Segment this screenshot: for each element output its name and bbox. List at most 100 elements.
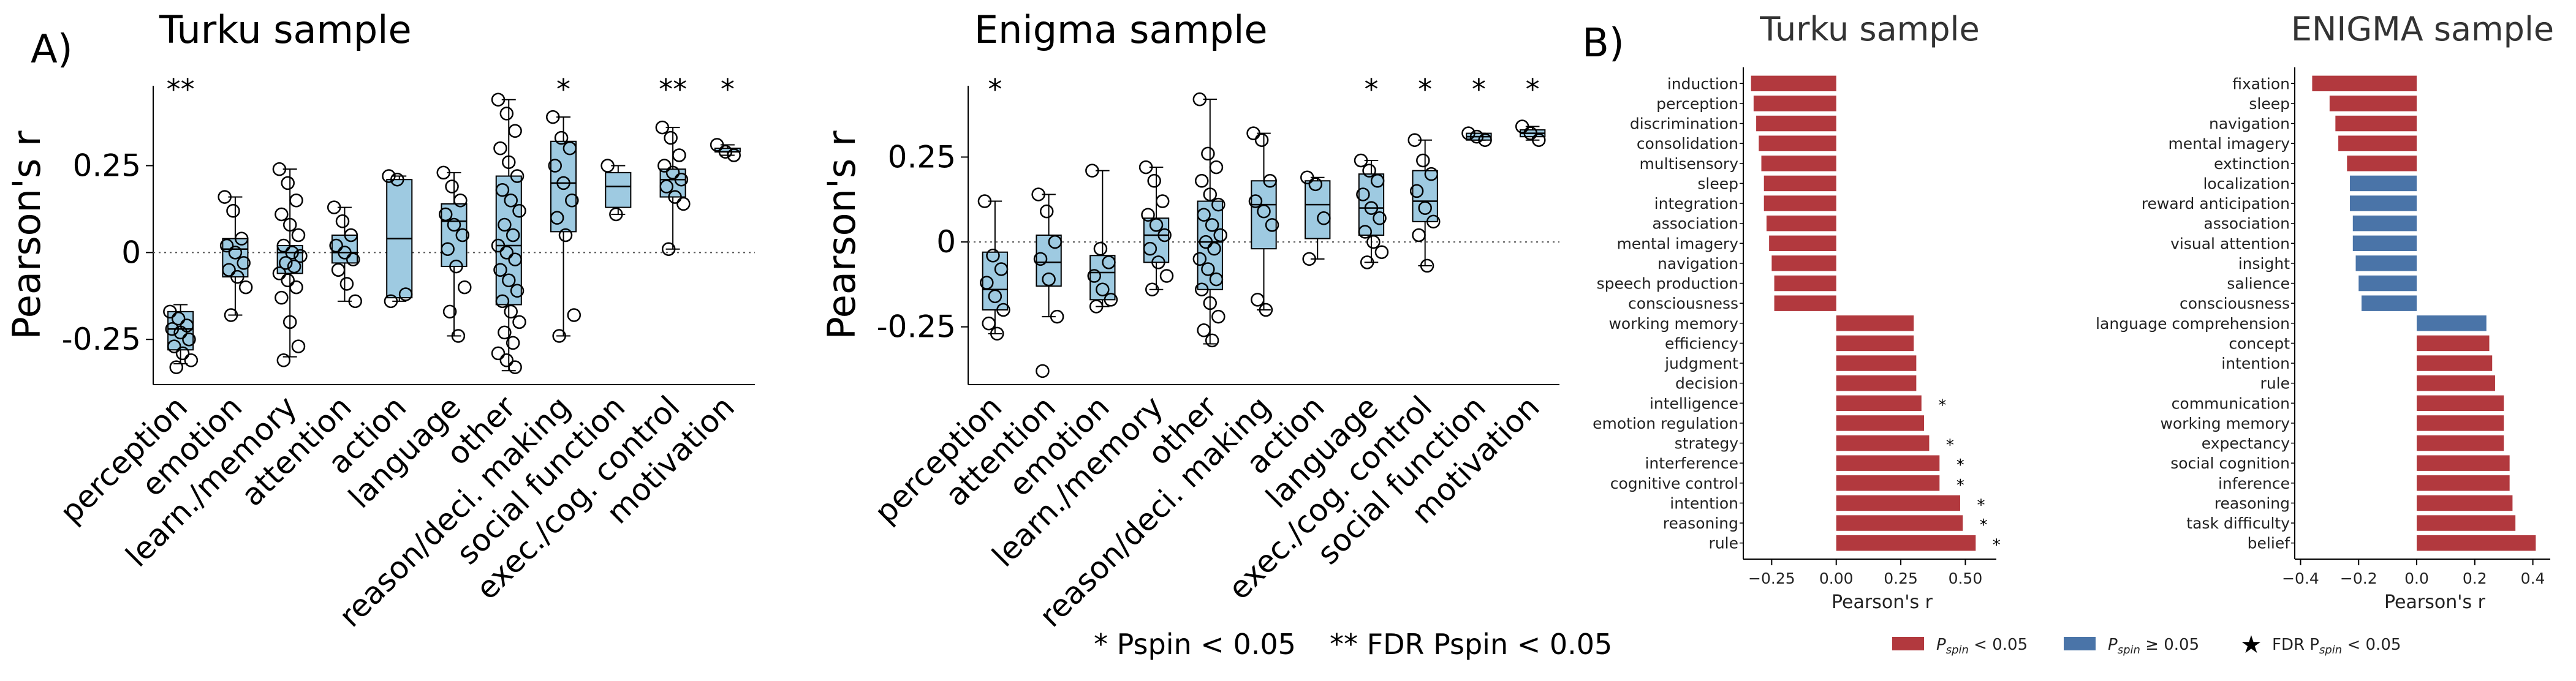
y-tick-label: working memory (2160, 415, 2290, 432)
y-tick-label: association (1652, 215, 1738, 233)
data-point (184, 353, 199, 367)
y-tick-label: perception (1656, 95, 1738, 113)
data-point (493, 141, 507, 156)
data-point (224, 308, 238, 322)
y-tick-label: 0.25 (888, 139, 956, 175)
data-point (1263, 174, 1277, 188)
y-tick-label: insight (2238, 255, 2290, 273)
data-point (275, 290, 289, 305)
data-point (1308, 177, 1323, 192)
y-tick-label: fixation (2232, 75, 2290, 92)
data-point (272, 162, 287, 176)
y-tick-label: concept (2229, 334, 2290, 352)
data-point (348, 294, 362, 309)
x-tick-label: −0.2 (2340, 570, 2377, 587)
y-axis-label: Pearson's r (819, 130, 864, 339)
data-point (1209, 272, 1224, 287)
fdr-star: * (1946, 437, 1954, 455)
data-point (1420, 258, 1434, 273)
fdr-star: * (1980, 516, 1988, 535)
legend-label-fdr: FDR Pspin < 0.05 (2272, 636, 2401, 657)
data-point (329, 238, 343, 253)
bar-insight (2355, 255, 2417, 271)
data-point (498, 325, 512, 340)
data-point (1366, 235, 1381, 249)
significance-marker: * (1526, 73, 1540, 106)
data-point (1246, 126, 1260, 140)
data-point (226, 204, 240, 218)
data-point (449, 259, 463, 274)
data-point (1259, 303, 1273, 317)
data-point (1358, 225, 1373, 239)
data-point (665, 165, 680, 180)
y-tick-label: reasoning (1663, 514, 1738, 532)
data-point (173, 325, 188, 340)
data-point (504, 304, 518, 319)
box-language (436, 165, 472, 343)
data-point (1093, 241, 1108, 256)
x-tick-label: 0.50 (1949, 570, 1983, 587)
y-tick-label: consciousness (1628, 295, 1738, 312)
data-point (1199, 235, 1213, 249)
data-point (1207, 241, 1221, 256)
bar-navigation (1771, 255, 1836, 271)
y-tick-label: reasoning (2214, 494, 2290, 512)
y-tick-label: salience (2227, 275, 2290, 293)
data-point (279, 256, 293, 270)
significance-marker: ** (659, 73, 687, 106)
data-point (1155, 194, 1170, 208)
data-point (235, 231, 249, 246)
data-point (727, 148, 741, 162)
bar-intention (1836, 495, 1960, 511)
legend-label-significant: Pspin < 0.05 (1936, 636, 2028, 657)
y-tick-label: induction (1667, 75, 1738, 92)
data-point (550, 211, 564, 225)
data-point (228, 246, 243, 260)
bar-working-memory (2417, 415, 2504, 431)
bar-interference (1836, 455, 1940, 471)
bar-sleep (2329, 96, 2417, 111)
data-point (238, 280, 253, 295)
box-perception (163, 304, 199, 374)
bar-association (2352, 215, 2417, 231)
data-point (1409, 184, 1424, 198)
panel-b-letter: B) (1582, 21, 1624, 66)
data-point (668, 190, 682, 204)
data-point (508, 124, 522, 138)
data-point (1254, 133, 1269, 147)
data-point (436, 165, 451, 180)
data-point (218, 190, 232, 204)
data-point (554, 130, 569, 145)
data-point (1302, 252, 1316, 266)
data-point (988, 289, 1002, 304)
y-tick-label: consciousness (2180, 295, 2290, 312)
significance-marker: * (988, 73, 1002, 106)
box-iqr (441, 203, 468, 268)
legend-swatch-nonsignificant (2064, 637, 2096, 650)
data-point (272, 266, 287, 280)
data-point (655, 120, 670, 135)
y-tick-label: emotion regulation (1593, 415, 1738, 432)
data-point (661, 242, 676, 256)
data-point (504, 194, 518, 208)
data-point (502, 155, 516, 170)
box-reason-deci-making (546, 110, 581, 343)
y-axis-label: Pearson's r (4, 130, 49, 339)
significance-marker: ** (167, 73, 195, 106)
data-point (499, 353, 514, 367)
bar-efficiency (1836, 335, 1914, 352)
y-tick-label: mental imagery (2168, 135, 2290, 152)
data-point (1159, 269, 1174, 283)
y-tick-label: working memory (1608, 315, 1738, 333)
data-point (1203, 296, 1218, 310)
y-tick-label: 0 (121, 235, 141, 270)
data-point (1085, 164, 1099, 178)
box-language (1354, 153, 1389, 269)
bar-strategy (1836, 435, 1930, 451)
bar-induction (1751, 75, 1836, 92)
box-exec-cog-control (1407, 133, 1441, 273)
box-perception (977, 194, 1010, 341)
x-tick-label: −0.4 (2282, 570, 2319, 587)
fdr-star: * (1993, 536, 2001, 555)
bar-sleep (1763, 175, 1836, 192)
